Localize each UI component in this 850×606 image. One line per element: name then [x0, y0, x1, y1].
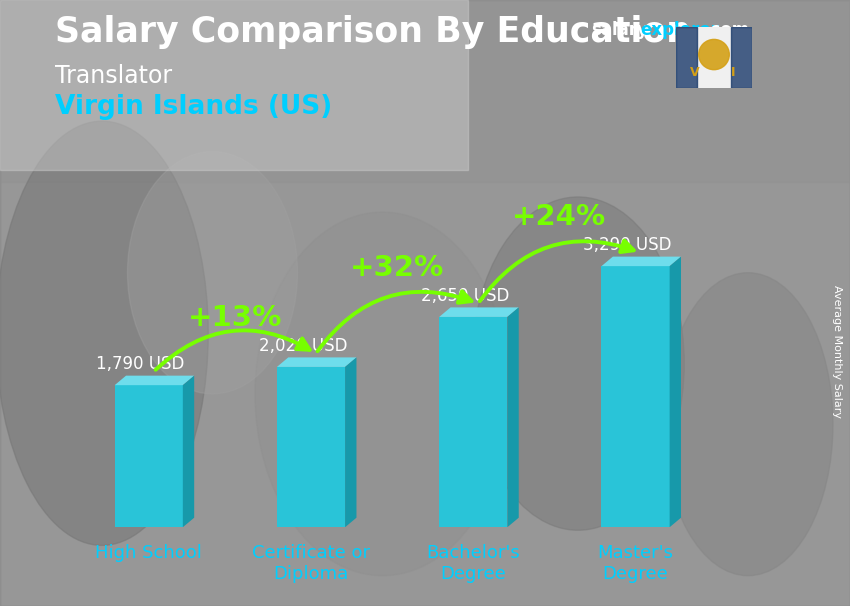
Text: .com: .com: [704, 21, 749, 39]
Text: salary: salary: [591, 21, 648, 39]
Polygon shape: [183, 376, 194, 527]
Polygon shape: [277, 358, 356, 367]
Text: Virgin Islands (US): Virgin Islands (US): [55, 94, 332, 120]
Ellipse shape: [128, 152, 298, 394]
Bar: [115, 385, 183, 527]
Polygon shape: [345, 358, 356, 527]
Ellipse shape: [699, 39, 729, 70]
Polygon shape: [670, 256, 681, 527]
Bar: [731, 27, 752, 88]
Bar: [277, 367, 345, 527]
Text: 2,650 USD: 2,650 USD: [421, 287, 509, 305]
Polygon shape: [115, 376, 194, 385]
Ellipse shape: [0, 121, 208, 545]
Bar: [0, 0, 468, 170]
Bar: [439, 317, 507, 527]
Bar: [0, 0, 850, 182]
Text: explorer: explorer: [640, 21, 719, 39]
Text: 2,020 USD: 2,020 USD: [258, 337, 347, 355]
Ellipse shape: [255, 212, 510, 576]
Text: +13%: +13%: [188, 304, 282, 331]
Text: 3,290 USD: 3,290 USD: [583, 236, 672, 255]
Text: +32%: +32%: [350, 254, 445, 282]
Ellipse shape: [472, 197, 684, 530]
Text: Translator: Translator: [55, 64, 173, 88]
Polygon shape: [507, 307, 518, 527]
Ellipse shape: [663, 273, 833, 576]
Text: I: I: [731, 65, 735, 79]
Text: Average Monthly Salary: Average Monthly Salary: [832, 285, 842, 418]
Bar: [602, 266, 670, 527]
Text: +24%: +24%: [513, 203, 606, 231]
Polygon shape: [602, 256, 681, 266]
Text: 1,790 USD: 1,790 USD: [96, 355, 184, 373]
Bar: [676, 27, 697, 88]
Text: V: V: [689, 65, 700, 79]
Polygon shape: [439, 307, 518, 317]
Text: Salary Comparison By Education: Salary Comparison By Education: [55, 15, 691, 49]
